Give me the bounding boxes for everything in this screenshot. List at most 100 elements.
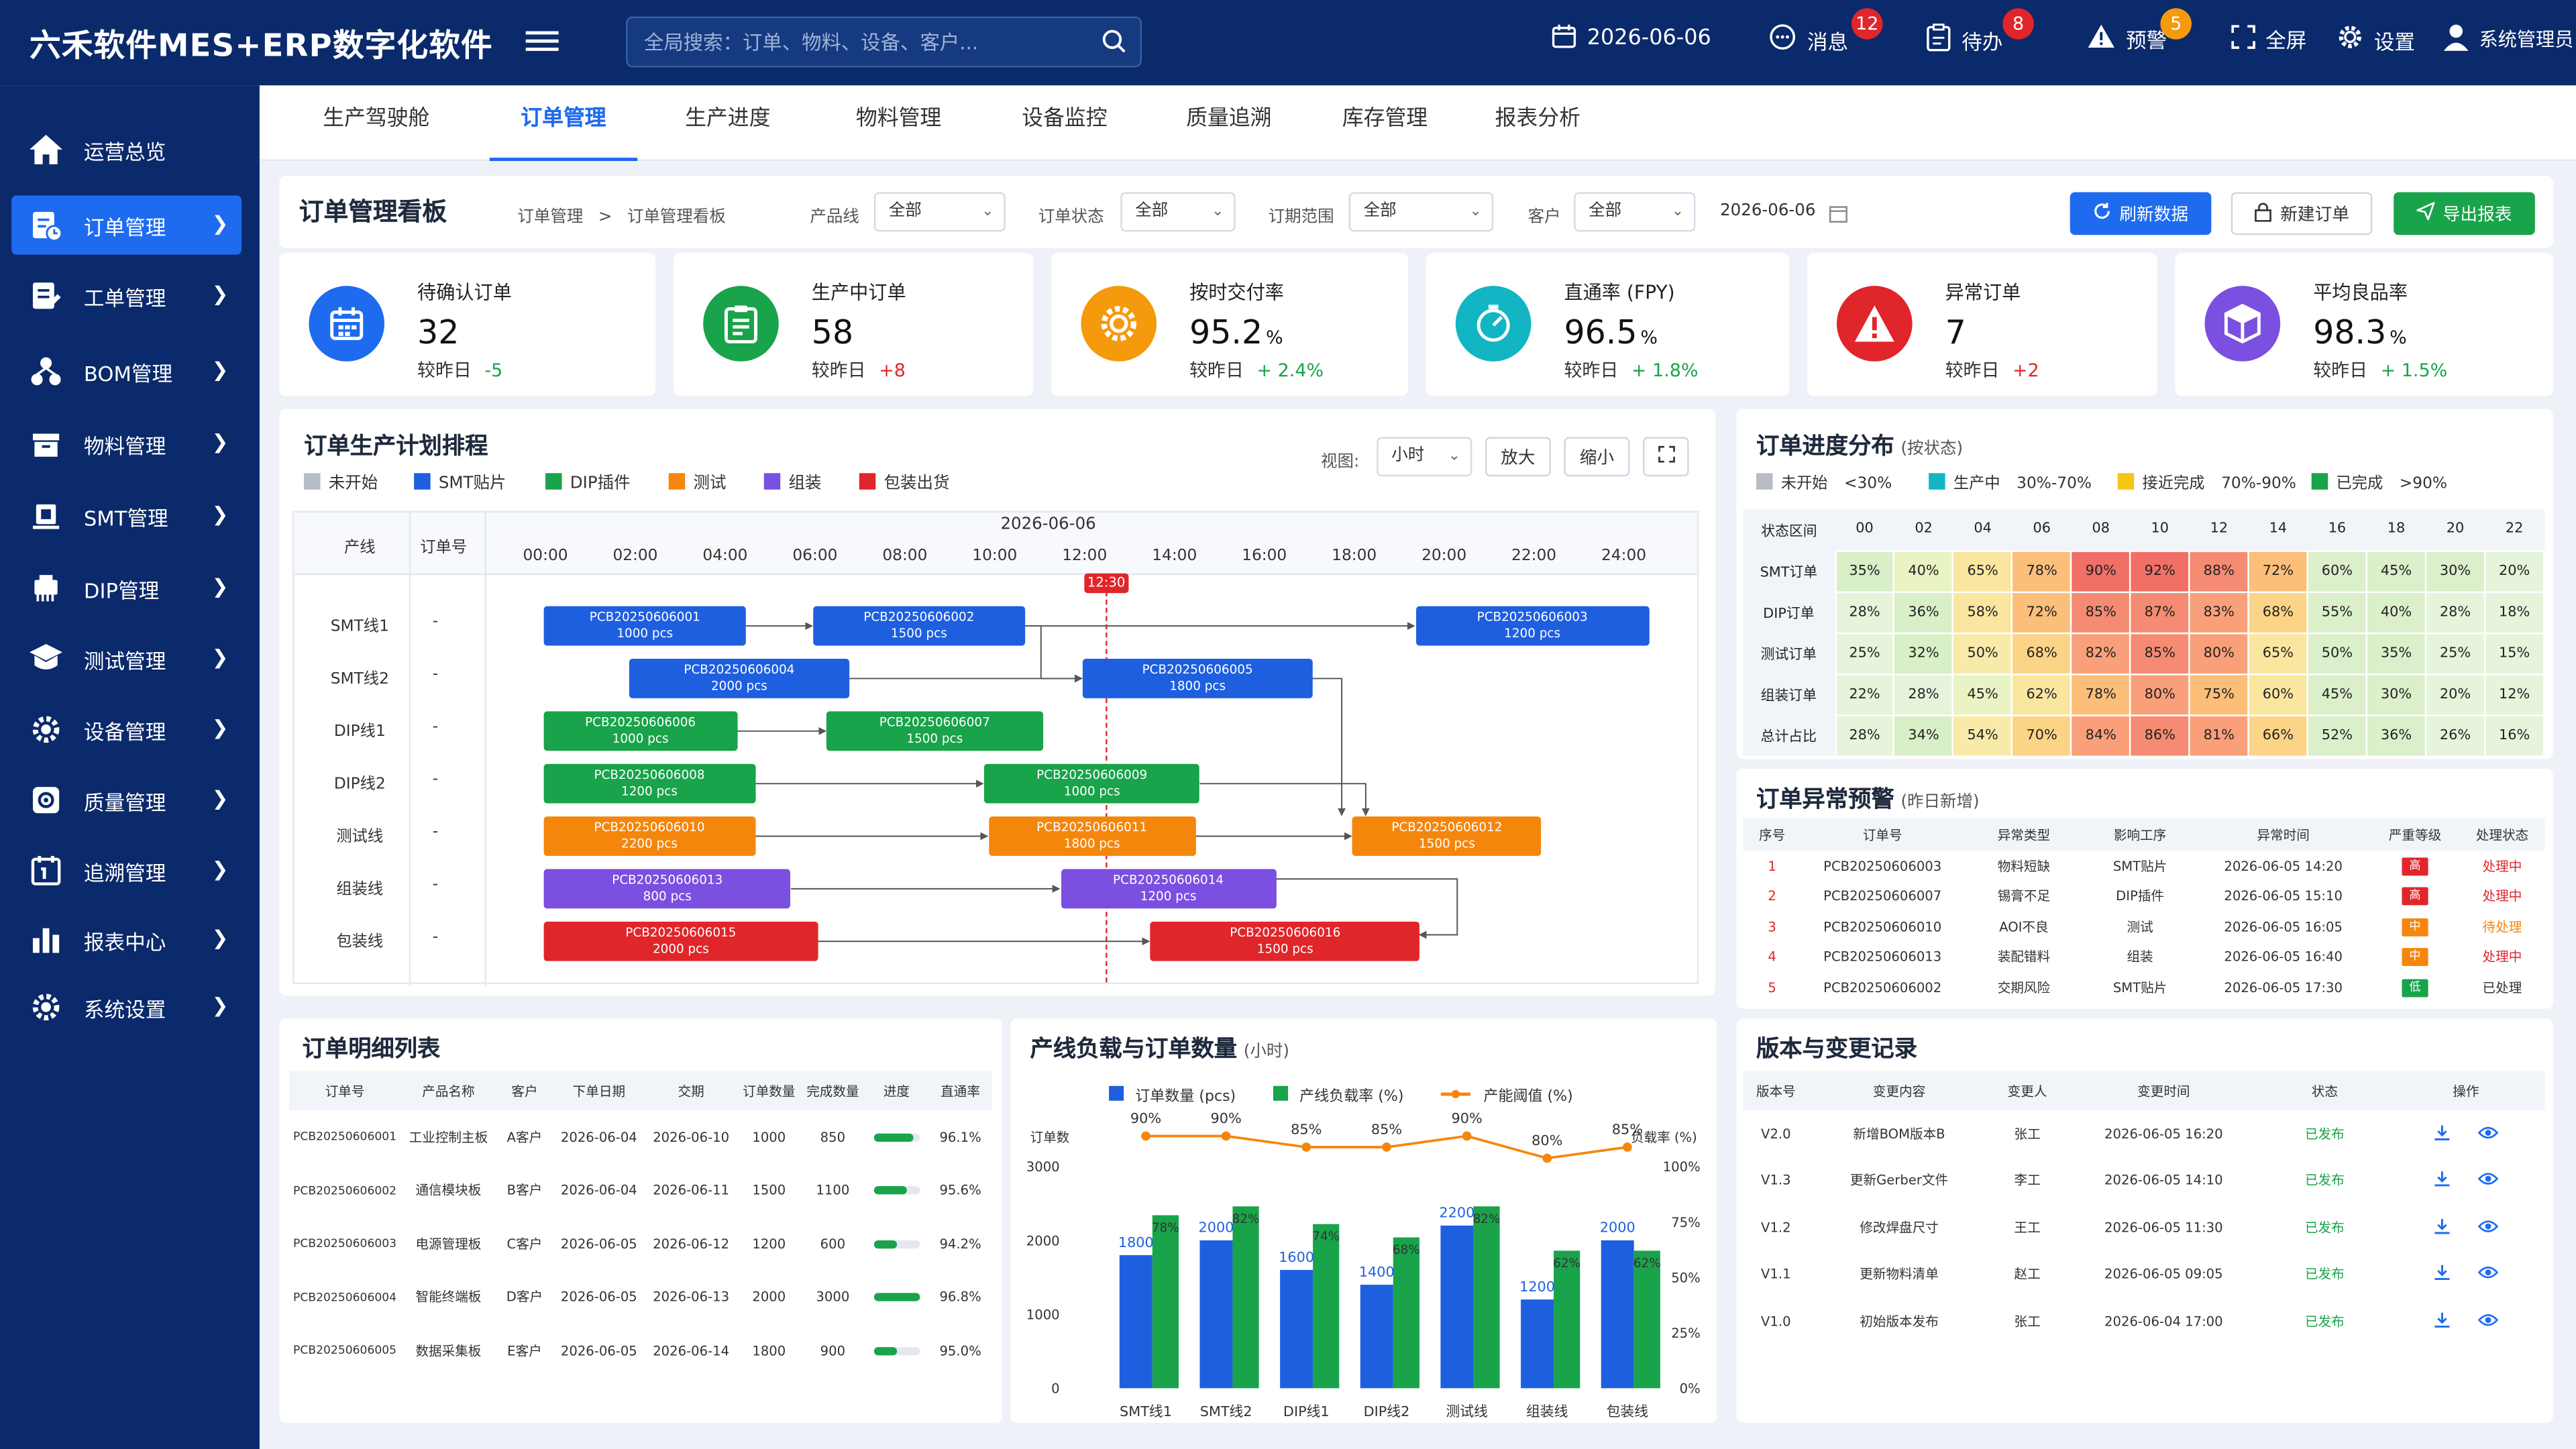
sidebar-item-dip[interactable]: DIP管理 ❯ <box>11 559 241 618</box>
order-id[interactable]: PCB20250606003 <box>293 1237 397 1251</box>
kpi-card[interactable]: 待确认订单 32 较昨日 -5 <box>279 253 656 396</box>
order-id[interactable]: PCB20250606005 <box>293 1344 397 1358</box>
order-id[interactable]: PCB20250606001 <box>293 1130 397 1144</box>
table-row[interactable]: PCB20250606002 通信模块板 B客户 2026-06-04 2026-06-… <box>289 1164 992 1218</box>
sidebar-item-system-settings[interactable]: 系统设置 ❯ <box>11 977 241 1036</box>
heatmap-cell[interactable]: 22% <box>1834 672 1895 716</box>
heatmap-cell[interactable]: 50% <box>2306 631 2368 675</box>
gantt-task-bar[interactable]: PCB20250606005 1800 pcs <box>1083 659 1312 698</box>
heatmap-cell[interactable]: 15% <box>2483 631 2545 675</box>
heatmap-cell[interactable]: 35% <box>1834 549 1895 592</box>
gantt-task-bar[interactable]: PCB20250606012 1500 pcs <box>1352 816 1542 856</box>
order-id[interactable]: PCB20250606002 <box>293 1184 397 1197</box>
table-row[interactable]: V2.0 新增BOM版本B 张工 2026-06-05 16:20 已发布 <box>1743 1111 2544 1158</box>
heatmap-cell[interactable]: 20% <box>2424 672 2486 716</box>
heatmap-cell[interactable]: 65% <box>1952 549 2013 592</box>
kpi-card[interactable]: 生产中订单 58 较昨日 +8 <box>674 253 1034 396</box>
heatmap-cell[interactable]: 80% <box>2129 672 2191 716</box>
date-display[interactable]: 2026-06-06 <box>1551 23 1711 54</box>
heatmap-cell[interactable]: 87% <box>2129 590 2191 634</box>
tab-quality[interactable]: 质量追溯 <box>1186 107 1272 131</box>
tab-material[interactable]: 物料管理 <box>855 107 942 131</box>
export-button[interactable]: 导出报表 <box>2394 192 2535 235</box>
heatmap-cell[interactable]: 28% <box>1893 672 1954 716</box>
kpi-card[interactable]: 直通率 (FPY) 96.5% 较昨日 + 1.8% <box>1426 253 1789 396</box>
heatmap-cell[interactable]: 68% <box>2247 590 2309 634</box>
zoom-in-button[interactable]: 放大 <box>1485 437 1551 477</box>
breadcrumb-item[interactable]: 订单管理 <box>517 209 584 227</box>
alert-order[interactable]: PCB20250606003 <box>1823 859 1942 874</box>
heatmap-cell[interactable]: 81% <box>2188 714 2250 757</box>
new-order-button[interactable]: 新建订单 <box>2231 192 2373 235</box>
table-row[interactable]: 4 PCB20250606013 装配错料 组装 2026-06-05 16:40 中 处理… <box>1743 943 2544 973</box>
heatmap-cell[interactable]: 40% <box>1893 549 1954 592</box>
download-icon[interactable] <box>2433 1217 2451 1238</box>
search-input[interactable] <box>644 28 1071 58</box>
heatmap-cell[interactable]: 88% <box>2188 549 2250 592</box>
table-row[interactable]: PCB20250606004 智能终端板 D客户 2026-06-05 2026-06-… <box>289 1271 992 1324</box>
gantt-task-bar[interactable]: PCB20250606011 1800 pcs <box>988 816 1195 856</box>
order-id[interactable]: PCB20250606004 <box>293 1291 397 1304</box>
heatmap-cell[interactable]: 70% <box>2011 714 2072 757</box>
messages-button[interactable]: 消息 12 <box>1768 8 1883 57</box>
sidebar-item-bom[interactable]: BOM管理 ❯ <box>11 341 241 400</box>
heatmap-cell[interactable]: 18% <box>2483 590 2545 634</box>
heatmap-cell[interactable]: 30% <box>2365 672 2427 716</box>
kpi-card[interactable]: 异常订单 7 较昨日 +2 <box>1807 253 2157 396</box>
gantt-task-bar[interactable]: PCB20250606008 1200 pcs <box>543 763 755 804</box>
heatmap-cell[interactable]: 32% <box>1893 631 1954 675</box>
alerts-button[interactable]: 预警 5 <box>2086 8 2192 54</box>
table-row[interactable]: V1.1 更新物料清单 赵工 2026-06-05 09:05 已发布 <box>1743 1251 2544 1298</box>
download-icon[interactable] <box>2433 1124 2451 1145</box>
heatmap-cell[interactable]: 25% <box>1834 631 1895 675</box>
alert-order[interactable]: PCB20250606007 <box>1823 889 1942 904</box>
heatmap-cell[interactable]: 90% <box>2070 549 2132 592</box>
sidebar-item-quality[interactable]: 质量管理 ❯ <box>11 771 241 830</box>
table-row[interactable]: 2 PCB20250606007 锡膏不足 DIP插件 2026-06-05 15:10… <box>1743 881 2544 912</box>
heatmap-cell[interactable]: 78% <box>2070 672 2132 716</box>
filter-due-select[interactable]: 全部 ⌄ <box>1348 192 1494 232</box>
sidebar-item-overview[interactable]: 运营总览 <box>11 120 241 179</box>
eye-icon[interactable] <box>2477 1124 2499 1145</box>
heatmap-cell[interactable]: 62% <box>2011 672 2072 716</box>
heatmap-cell[interactable]: 16% <box>2483 714 2545 757</box>
alert-order[interactable]: PCB20250606002 <box>1823 980 1942 996</box>
heatmap-cell[interactable]: 85% <box>2129 631 2191 675</box>
heatmap-cell[interactable]: 83% <box>2188 590 2250 634</box>
table-row[interactable]: PCB20250606001 工业控制主板 A客户 2026-06-04 2026-06… <box>289 1111 992 1165</box>
heatmap-cell[interactable]: 50% <box>1952 631 2013 675</box>
gantt-task-bar[interactable]: PCB20250606002 1500 pcs <box>813 606 1025 646</box>
heatmap-cell[interactable]: 68% <box>2011 631 2072 675</box>
sidebar-item-test[interactable]: 测试管理 ❯ <box>11 629 241 688</box>
heatmap-cell[interactable]: 36% <box>1893 590 1954 634</box>
table-row[interactable]: V1.2 修改焊盘尺寸 王工 2026-06-05 11:30 已发布 <box>1743 1204 2544 1251</box>
expand-button[interactable] <box>1643 437 1689 477</box>
fullscreen-button[interactable]: 全屏 <box>2231 23 2306 54</box>
heatmap-cell[interactable]: 55% <box>2306 590 2368 634</box>
search-icon[interactable] <box>1101 28 1127 61</box>
gantt-task-bar[interactable]: PCB20250606001 1000 pcs <box>543 606 746 646</box>
table-row[interactable]: PCB20250606003 电源管理板 C客户 2026-06-05 2026-06-… <box>289 1218 992 1271</box>
heatmap-cell[interactable]: 52% <box>2306 714 2368 757</box>
sidebar-item-material[interactable]: 物料管理 ❯ <box>11 414 241 473</box>
table-row[interactable]: V1.0 初始版本发布 张工 2026-06-04 17:00 已发布 <box>1743 1298 2544 1345</box>
tab-equipment[interactable]: 设备监控 <box>1022 107 1108 131</box>
sidebar-item-trace[interactable]: 追溯管理 ❯ <box>11 841 241 900</box>
heatmap-cell[interactable]: 40% <box>2365 590 2427 634</box>
heatmap-cell[interactable]: 60% <box>2247 672 2309 716</box>
heatmap-cell[interactable]: 78% <box>2011 549 2072 592</box>
heatmap-cell[interactable]: 30% <box>2424 549 2486 592</box>
heatmap-cell[interactable]: 12% <box>2483 672 2545 716</box>
eye-icon[interactable] <box>2477 1170 2499 1191</box>
kpi-card[interactable]: 按时交付率 95.2% 较昨日 + 2.4% <box>1051 253 1408 396</box>
heatmap-cell[interactable]: 80% <box>2188 631 2250 675</box>
download-icon[interactable] <box>2433 1311 2451 1332</box>
heatmap-cell[interactable]: 72% <box>2247 549 2309 592</box>
tab-reports[interactable]: 报表分析 <box>1495 107 1580 131</box>
heatmap-cell[interactable]: 85% <box>2070 590 2132 634</box>
tab-inventory[interactable]: 库存管理 <box>1342 107 1428 131</box>
view-select[interactable]: 小时 ⌄ <box>1377 437 1472 477</box>
filter-customer-select[interactable]: 全部 ⌄ <box>1574 192 1696 232</box>
sidebar-item-equipment[interactable]: 设备管理 ❯ <box>11 700 241 759</box>
heatmap-cell[interactable]: 28% <box>2424 590 2486 634</box>
